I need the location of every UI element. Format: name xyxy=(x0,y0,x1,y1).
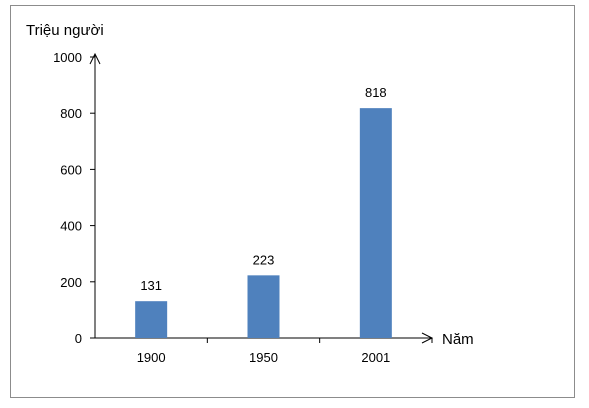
y-axis-label: Triệu người xyxy=(26,22,104,39)
bar xyxy=(247,275,280,338)
y-tick-label: 800 xyxy=(60,106,82,121)
y-tick-label: 0 xyxy=(75,331,82,346)
y-axis-arrow xyxy=(89,52,101,65)
y-tick-label: 200 xyxy=(60,275,82,290)
x-axis-label: Năm xyxy=(442,331,474,348)
bar xyxy=(135,301,168,338)
x-ticks: 1900 1950 2001 xyxy=(137,338,433,365)
y-ticks: 0 200 400 600 800 1000 xyxy=(53,50,95,346)
y-tick-label: 600 xyxy=(60,162,82,177)
x-tick-label: 2001 xyxy=(361,350,390,365)
data-label: 131 xyxy=(140,278,162,293)
x-tick-label: 1950 xyxy=(249,350,278,365)
bars: 131 223 818 xyxy=(135,85,392,338)
x-tick-label: 1900 xyxy=(137,350,166,365)
y-tick-label: 400 xyxy=(60,219,82,234)
y-tick-label: 1000 xyxy=(53,50,82,65)
chart-frame xyxy=(10,5,575,398)
data-label: 223 xyxy=(253,252,275,267)
bar xyxy=(359,108,392,338)
data-label: 818 xyxy=(365,85,387,100)
